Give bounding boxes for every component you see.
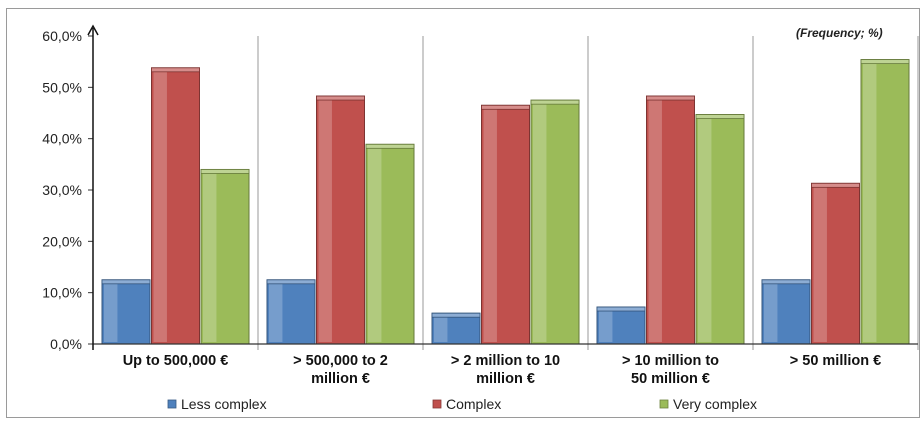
bar-highlight <box>434 315 448 342</box>
bar-highlight <box>203 171 217 342</box>
y-axis-arrow <box>87 24 99 36</box>
category-label: 50 million € <box>631 371 710 387</box>
bar-top <box>101 279 151 285</box>
legend-label: Complex <box>446 396 501 412</box>
bar-top <box>266 279 316 285</box>
y-tick-label: 50,0% <box>42 79 82 95</box>
y-tick-label: 0,0% <box>50 336 82 352</box>
bar-highlight <box>153 69 167 343</box>
y-tick-label: 30,0% <box>42 182 82 198</box>
bar-top <box>811 182 860 188</box>
legend-swatch <box>659 399 669 409</box>
bar-top <box>860 59 910 65</box>
y-tick-label: 60,0% <box>42 28 82 44</box>
bar-top <box>646 95 695 101</box>
legend-label: Very complex <box>673 396 757 412</box>
bar-highlight <box>269 281 283 342</box>
bar-highlight <box>368 146 382 342</box>
bar-highlight <box>863 61 877 342</box>
bar-highlight <box>483 107 497 342</box>
category-label: million € <box>476 371 535 387</box>
bar-highlight <box>764 281 778 342</box>
bar-top <box>316 95 365 101</box>
bar-highlight <box>318 98 332 342</box>
category-label: > 10 million to <box>622 353 719 369</box>
y-tick-label: 40,0% <box>42 131 82 147</box>
category-label: million € <box>311 371 370 387</box>
bar-top <box>596 306 646 312</box>
category-label: > 500,000 to 2 <box>293 353 388 369</box>
bar-top <box>365 143 415 149</box>
bar-highlight <box>813 185 827 342</box>
bar-top <box>200 169 250 174</box>
legend-swatch <box>432 399 442 409</box>
bar-top <box>151 67 200 73</box>
bar-top <box>761 279 811 285</box>
bar-top <box>431 312 481 318</box>
legend-label: Less complex <box>181 396 267 412</box>
category-label: > 2 million to 10 <box>451 353 560 369</box>
y-tick-label: 20,0% <box>42 233 82 249</box>
legend-swatch <box>167 399 177 409</box>
chart-annotation: (Frequency; %) <box>796 26 883 40</box>
bar-highlight <box>698 116 712 342</box>
bar-top <box>530 99 580 105</box>
bar-highlight <box>533 102 547 343</box>
bar-highlight <box>599 309 613 342</box>
bar-top <box>695 114 745 119</box>
y-tick-label: 10,0% <box>42 285 82 301</box>
category-label: Up to 500,000 € <box>123 353 229 369</box>
bar-highlight <box>104 281 118 342</box>
category-label: > 50 million € <box>790 353 881 369</box>
bar-highlight <box>648 98 662 342</box>
bar-top <box>481 104 530 110</box>
